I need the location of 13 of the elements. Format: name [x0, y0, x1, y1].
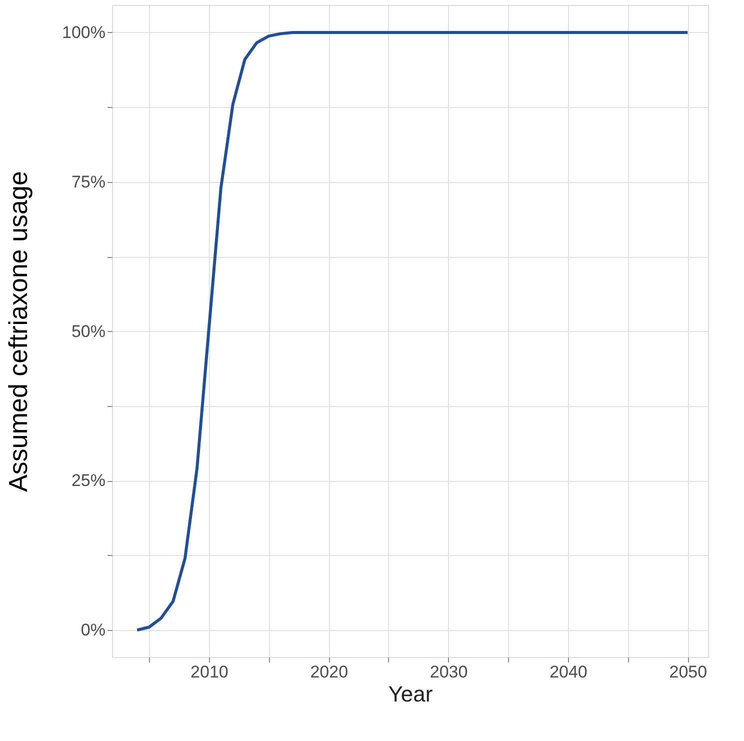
x-tick-label: 2030	[430, 662, 468, 682]
y-tick-label: 100%	[62, 22, 106, 42]
line-series	[136, 30, 690, 632]
x-axis-title: Year	[388, 682, 433, 706]
y-tick-label: 50%	[71, 322, 106, 341]
y-axis-title: Assumed ceftriaxone usage	[3, 171, 34, 492]
x-tick-label: 2010	[190, 662, 228, 682]
y-tick-label: 25%	[71, 471, 106, 490]
x-tick-label: 2020	[310, 662, 348, 682]
y-tick-label: 75%	[71, 172, 106, 192]
x-tick-label: 2040	[550, 662, 588, 682]
x-tick-label: 2050	[669, 662, 708, 682]
y-tick-label: 0%	[80, 620, 106, 640]
